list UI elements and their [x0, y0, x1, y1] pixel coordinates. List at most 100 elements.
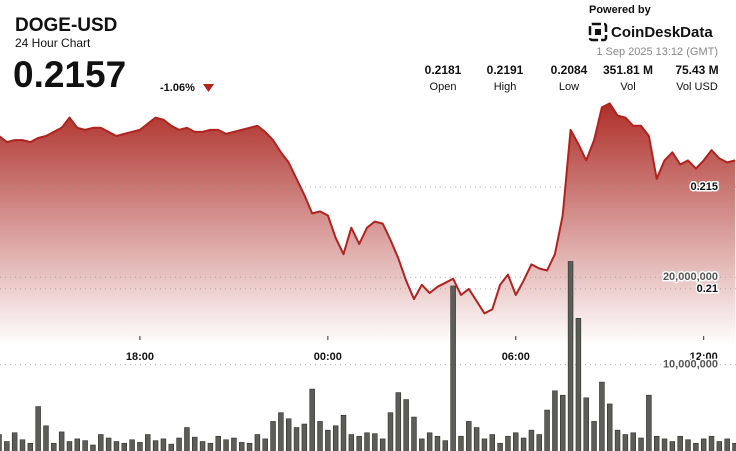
x-tick-label: 12:00: [690, 351, 718, 363]
volume-bar: [90, 444, 96, 451]
volume-bar: [215, 435, 221, 451]
volume-bar: [301, 423, 308, 451]
volume-bar: [646, 394, 652, 451]
volume-bar: [129, 439, 135, 451]
volume-bar: [403, 399, 409, 451]
price-line: [0, 102, 736, 315]
volume-bar: [669, 441, 676, 451]
y-tick-label: 10,000,000: [663, 359, 718, 371]
volume-bar: [105, 437, 112, 451]
volume-bar: [0, 434, 2, 451]
volume-bar: [387, 412, 394, 451]
stat-label: Low: [559, 81, 579, 93]
y-tick-label: 0.21: [697, 283, 718, 295]
volume-bar: [199, 441, 206, 451]
volume-bar: [11, 432, 18, 451]
volume-bar: [528, 429, 535, 451]
volume-bar: [254, 434, 261, 451]
volume-bar: [35, 406, 41, 451]
stat-value: 0.2181: [425, 63, 462, 77]
volume-bar: [708, 435, 715, 451]
volume-bar: [661, 438, 668, 451]
label-layer: 0.215 0.21 18:00 00:00 06:00 12:00 20,000,000 1…: [124, 179, 719, 372]
volume-bar: [481, 438, 488, 451]
x-tick-label: 00:00: [314, 351, 342, 363]
symbol: DOGE-USD: [15, 15, 117, 36]
volume-bar: [442, 440, 449, 451]
volume-bar: [278, 412, 284, 451]
volume-bar: [466, 421, 472, 451]
volume-bar: [693, 442, 699, 451]
volume-bar: [168, 443, 174, 451]
volume-bar: [58, 431, 65, 451]
y-tick-label: 20,000,000: [663, 271, 718, 283]
volume-bar: [583, 397, 589, 451]
volume-bar: [184, 427, 190, 451]
volume-bar: [638, 437, 644, 451]
volume-bar: [434, 435, 441, 451]
volume-bar: [560, 394, 566, 451]
stat-label: Vol: [620, 81, 635, 93]
volume-bar: [677, 435, 683, 451]
volume-bar: [591, 421, 597, 451]
volume-bar: [121, 442, 128, 451]
change: -1.06%: [160, 82, 195, 94]
brand: CoinDeskData: [611, 24, 713, 41]
volume-bar: [700, 438, 707, 451]
volume-bar: [325, 429, 331, 451]
volume-bar: [450, 285, 456, 451]
volume-bar: [426, 432, 433, 451]
volume-bar: [176, 437, 182, 451]
volume-bar: [4, 441, 10, 451]
stats: 0.2181 Open 0.2191 High 0.2084 Low 351.8…: [425, 63, 719, 93]
volume-bar: [497, 442, 503, 451]
volume-bar: [411, 416, 417, 451]
volume-bar: [622, 434, 629, 451]
down-arrow: [203, 84, 214, 92]
volume-bar: [614, 429, 621, 451]
volume-bar: [364, 432, 370, 451]
volume-bar: [19, 439, 26, 451]
volume-bar: [231, 437, 237, 451]
volume-bar: [544, 409, 550, 451]
volume-bar: [82, 440, 88, 451]
volume-bar: [98, 434, 104, 451]
brand-logo: [588, 22, 608, 42]
volume-bar: [379, 438, 386, 451]
volume-bar: [66, 441, 73, 451]
price: 0.2157: [13, 54, 126, 95]
stat-label: Open: [430, 81, 457, 93]
volume-bar: [43, 425, 49, 451]
volume-bar: [270, 421, 276, 451]
volume-bar: [137, 442, 143, 451]
stat-value: 0.2084: [551, 63, 588, 77]
volume-bar: [567, 261, 574, 451]
subtitle: 24 Hour Chart: [15, 36, 91, 50]
volume-bar: [309, 388, 315, 451]
x-tick-label: 18:00: [126, 351, 154, 363]
volume-bar: [262, 438, 268, 451]
volume-bar: [473, 427, 480, 451]
volume-bar: [348, 434, 355, 451]
y-tick-label: 0.215: [690, 181, 718, 193]
volume-bar: [489, 434, 496, 451]
volume-bar: [27, 442, 34, 451]
area-layer: [0, 103, 735, 451]
volume-bar: [513, 432, 519, 451]
volume-bar: [160, 438, 167, 451]
line-layer: [0, 102, 736, 315]
stat-value: 0.2191: [487, 63, 524, 77]
volume-bar: [599, 381, 605, 451]
volume-bar: [520, 437, 527, 451]
stat-value: 351.81 M: [603, 63, 653, 77]
volume-bar: [536, 434, 542, 451]
volume-bar: [317, 421, 323, 451]
volume-bar: [152, 440, 159, 451]
volume-bar: [458, 435, 464, 451]
price-area: [0, 103, 735, 451]
volume-bar: [505, 435, 511, 451]
volume-bar: [732, 442, 736, 451]
volume-bar: [724, 438, 730, 451]
volume-bar: [552, 390, 558, 451]
volume-bar: [74, 438, 81, 451]
